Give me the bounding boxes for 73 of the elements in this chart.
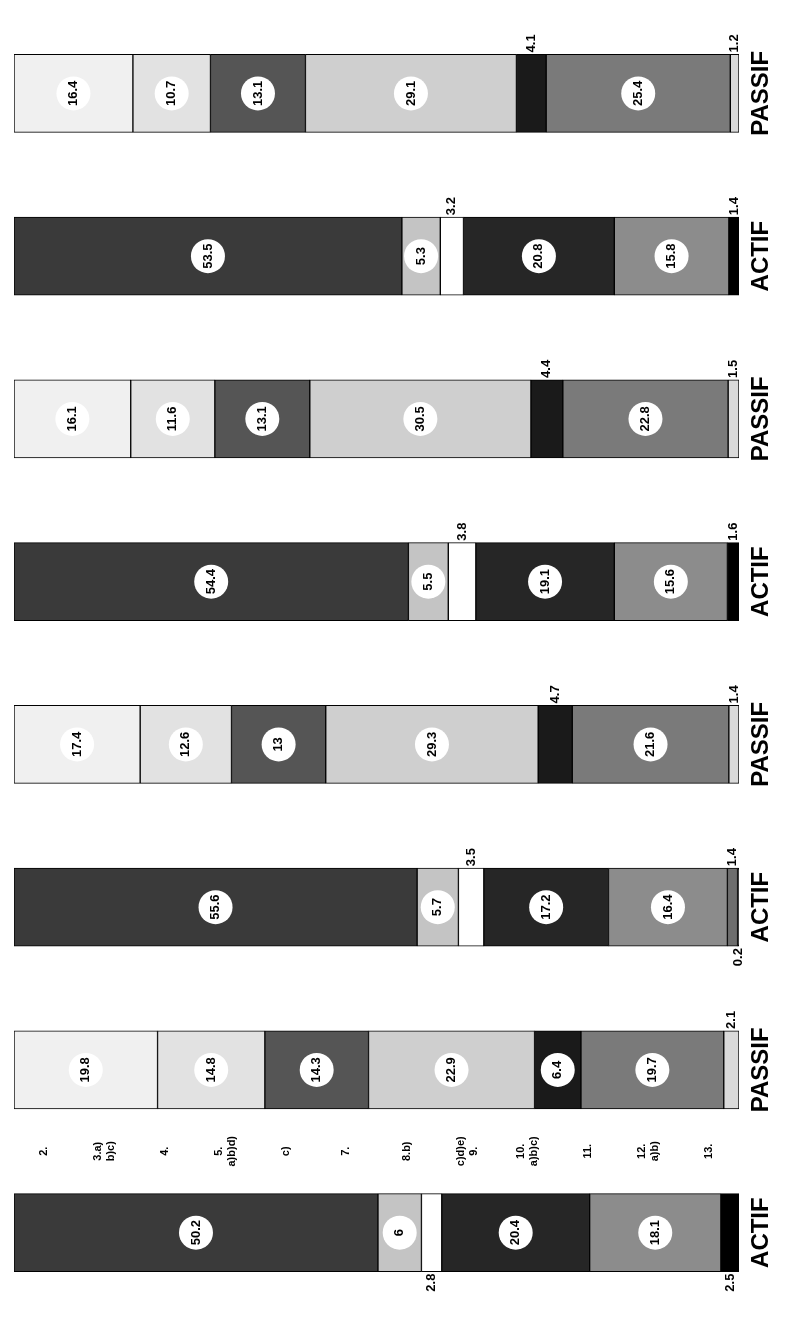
data-label: 1.4: [725, 684, 741, 704]
data-label: 54.4: [202, 568, 218, 595]
data-label: 13.1: [253, 406, 269, 432]
data-label: 20.8: [530, 243, 546, 269]
data-label: 25.4: [629, 79, 645, 107]
data-label: 1.4: [724, 847, 740, 867]
data-label: 5.3: [412, 247, 428, 266]
annotation: 12. a)b): [634, 1140, 660, 1162]
y-tick-label: ACTIF: [745, 871, 773, 943]
data-label: 1.4: [725, 196, 741, 216]
annotation: 8.b): [399, 1141, 412, 1162]
data-label: 30.5: [411, 406, 427, 432]
data-label: 19.1: [536, 568, 552, 595]
y-tick-label: PASSIF: [745, 1027, 773, 1113]
data-label: 50.2: [187, 1219, 203, 1246]
data-label: 11.6: [164, 406, 180, 432]
y-tick-label: PASSIF: [745, 50, 773, 136]
data-label: 13.1: [249, 80, 265, 107]
data-label: 2.1: [722, 1010, 738, 1029]
data-label: 16.4: [659, 893, 675, 920]
data-label: 22.9: [443, 1057, 459, 1083]
data-label: 19.7: [643, 1057, 659, 1083]
data-label: 2.8: [423, 1273, 439, 1292]
data-label: 16.1: [63, 406, 79, 432]
data-label: 14.8: [202, 1057, 218, 1083]
data-label: 10.7: [163, 80, 179, 107]
data-label: 13: [270, 737, 286, 752]
annotation: 7.: [339, 1146, 352, 1156]
y-tick-label: PASSIF: [745, 376, 773, 462]
data-label: 1.5: [725, 359, 741, 378]
data-label: 19.8: [77, 1057, 93, 1083]
data-label: 16.4: [65, 79, 81, 107]
y-tick-label: ACTIF: [745, 546, 773, 617]
data-label: 17.2: [537, 894, 553, 920]
data-label: 29.3: [423, 731, 439, 758]
data-label: 22.8: [637, 406, 653, 432]
data-label: 5.7: [429, 898, 445, 917]
data-label: 18.1: [646, 1219, 662, 1246]
data-label: 3.5: [462, 848, 478, 867]
data-label: 0.2: [729, 948, 745, 967]
data-label: 6: [391, 1229, 407, 1237]
annotation: 10. a)b)c): [514, 1135, 540, 1167]
annotation: c)d)e) 9.: [453, 1135, 479, 1167]
data-label: 55.6: [207, 894, 223, 920]
annotation: 3.a) b)c): [91, 1140, 117, 1162]
data-label: 14.3: [308, 1057, 324, 1083]
data-label: 21.6: [642, 731, 658, 758]
annotation: 11.: [580, 1143, 593, 1159]
data-label: 5.5: [419, 572, 435, 591]
data-label: 15.8: [663, 243, 679, 269]
data-label: 1.2: [726, 34, 742, 53]
annotation: 13.: [701, 1143, 714, 1159]
annotation: c): [278, 1146, 291, 1157]
data-label: 17.4: [68, 730, 84, 758]
data-label: 15.6: [662, 568, 678, 595]
data-label: 3.8: [453, 522, 469, 541]
data-label: 20.4: [507, 1219, 523, 1246]
annotation: 2.: [37, 1146, 50, 1156]
data-label: 2.5: [721, 1273, 737, 1292]
annotation: 4.: [158, 1146, 171, 1156]
data-label: 1.6: [724, 522, 740, 541]
y-tick-label: PASSIF: [745, 701, 773, 787]
data-label: 12.6: [177, 731, 193, 758]
data-label: 6.4: [549, 1060, 565, 1079]
data-label: 3.2: [443, 197, 459, 216]
data-label: 29.1: [402, 80, 418, 107]
data-label: 4.7: [546, 685, 562, 704]
annotation: 5. a)b)d): [211, 1135, 237, 1167]
y-tick-label: ACTIF: [745, 220, 773, 292]
data-label: 4.4: [538, 359, 554, 378]
data-label: 53.5: [199, 243, 215, 269]
y-tick-label: ACTIF: [745, 1197, 773, 1268]
data-label: 4.1: [522, 34, 538, 53]
